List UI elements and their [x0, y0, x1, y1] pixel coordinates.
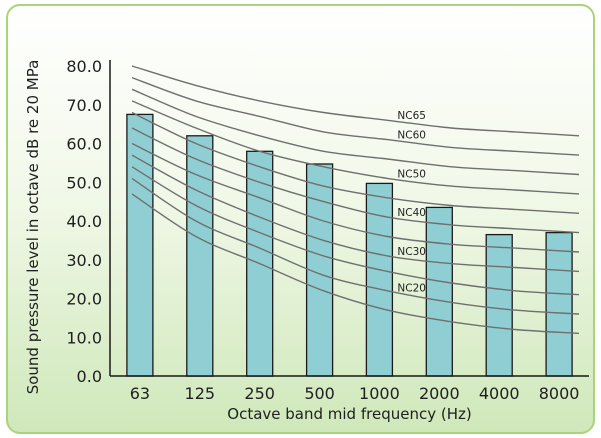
y-tick-label: 70.0 — [66, 96, 102, 115]
x-tick-label: 1000 — [359, 384, 400, 403]
nc-curve-nc20 — [131, 177, 580, 315]
nc-curve-nc60 — [131, 76, 580, 156]
y-tick-label: 80.0 — [66, 57, 102, 76]
y-axis-title: Sound pressure level in octave dB re 20 … — [24, 60, 42, 395]
y-tick-label: 30.0 — [66, 251, 102, 270]
x-axis-title: Octave band mid frequency (Hz) — [227, 405, 471, 423]
y-tick-label: 40.0 — [66, 212, 102, 231]
bar-4000 — [485, 233, 513, 377]
x-tick-label: 8000 — [539, 384, 580, 403]
nc-curve-unlabeled-8 — [131, 166, 580, 296]
nc-curve-label-nc40: NC40 — [397, 207, 426, 219]
bar-1000 — [365, 182, 394, 377]
nc-curve-unlabeled-6 — [131, 142, 580, 253]
nc-curve-label-nc65: NC65 — [397, 110, 426, 122]
nc-curve-nc65 — [131, 65, 580, 137]
nc-curve-label-nc60: NC60 — [397, 130, 426, 142]
nc-curve-nc40 — [131, 127, 580, 234]
x-tick-label: 125 — [185, 384, 216, 403]
nc-curve-nc30 — [131, 154, 580, 273]
x-tick-label: 4000 — [479, 384, 520, 403]
x-tick-label: 63 — [130, 384, 150, 403]
nc-curve-unlabeled-10 — [131, 193, 580, 335]
x-tick-label: 250 — [244, 384, 275, 403]
x-tick-label: 2000 — [419, 384, 460, 403]
nc-curve-bar-chart: NC65 NC60 NC50 NC40 NC30 NC20 0.0 10.0 20.0 30.0 4… — [24, 57, 589, 423]
nc-curve-label-nc50: NC50 — [397, 168, 426, 180]
y-tick-label: 10.0 — [66, 328, 102, 347]
nc-curve-nc50 — [131, 100, 580, 195]
bar-2000 — [425, 206, 453, 377]
nc-curve-label-nc20: NC20 — [397, 283, 426, 295]
x-tick-label: 500 — [304, 384, 335, 403]
y-tick-label: 50.0 — [66, 173, 102, 192]
chart-frame: NC65 NC60 NC50 NC40 NC30 NC20 0.0 10.0 20.0 30.0 4… — [6, 4, 595, 434]
bar-8000 — [545, 231, 573, 377]
nc-curve-label-nc30: NC30 — [397, 246, 426, 258]
nc-curve-unlabeled-4 — [131, 111, 580, 214]
y-tick-label: 20.0 — [66, 290, 102, 309]
nc-curve-unlabeled-2 — [131, 88, 580, 176]
y-tick-label: 60.0 — [66, 135, 102, 154]
y-tick-label: 0.0 — [77, 367, 102, 386]
bar-63 — [126, 113, 154, 377]
